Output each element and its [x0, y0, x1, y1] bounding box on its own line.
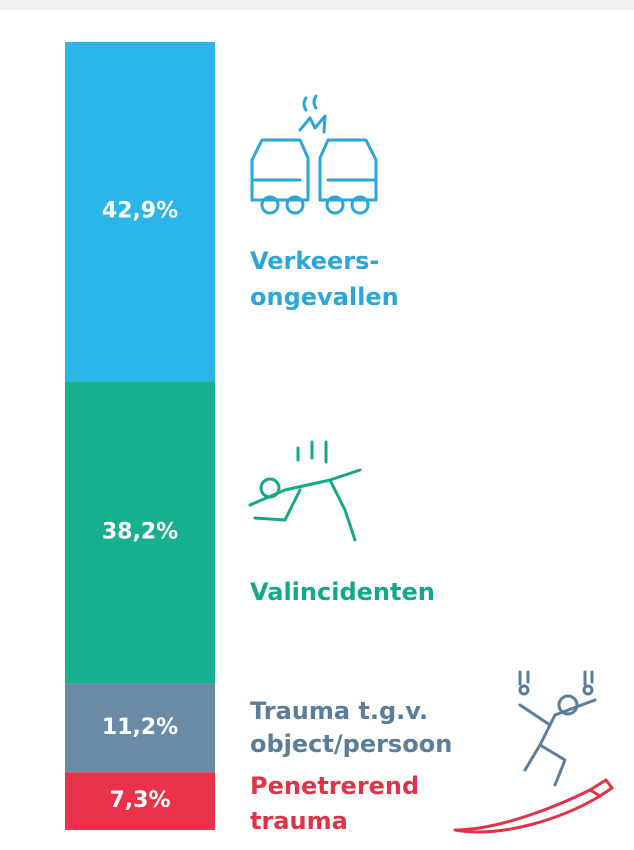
category-label: ongevallen: [250, 283, 399, 311]
knife-icon: [453, 778, 614, 834]
category-label: Valincidenten: [250, 578, 435, 606]
bar-segment: [65, 42, 215, 382]
top-strip: [0, 0, 634, 10]
category-label: Penetrerend: [250, 772, 419, 800]
bar-segment: [65, 772, 215, 830]
category-label: Verkeers-: [250, 247, 379, 275]
falling-person-icon: [248, 440, 362, 542]
object-trauma-icon: [518, 670, 597, 787]
value-label: 11,2%: [102, 715, 178, 740]
category-label: Trauma t.g.v.: [250, 697, 428, 725]
category-label: trauma: [250, 807, 348, 835]
value-label: 7,3%: [109, 788, 170, 813]
bar-segment: [65, 381, 215, 684]
value-label: 42,9%: [102, 199, 178, 224]
car-crash-icon: [250, 94, 378, 215]
value-label: 38,2%: [102, 520, 178, 545]
bar-segment: [65, 683, 215, 773]
category-label: object/persoon: [250, 730, 452, 758]
